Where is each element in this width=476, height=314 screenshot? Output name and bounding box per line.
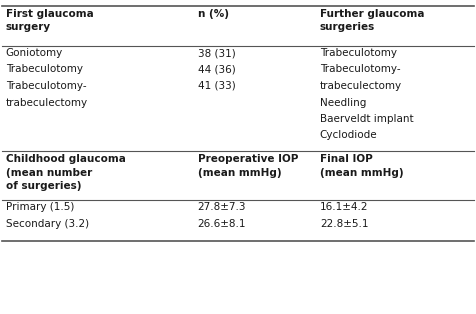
Text: Final IOP: Final IOP bbox=[320, 154, 373, 164]
Text: 41 (33): 41 (33) bbox=[198, 81, 235, 91]
Text: 26.6±8.1: 26.6±8.1 bbox=[198, 219, 246, 229]
Text: trabeculectomy: trabeculectomy bbox=[320, 81, 402, 91]
Text: Goniotomy: Goniotomy bbox=[6, 48, 63, 58]
Text: n (%): n (%) bbox=[198, 9, 228, 19]
Text: Preoperative IOP: Preoperative IOP bbox=[198, 154, 298, 164]
Text: Cyclodiode: Cyclodiode bbox=[320, 131, 377, 140]
Text: First glaucoma: First glaucoma bbox=[6, 9, 93, 19]
Text: 44 (36): 44 (36) bbox=[198, 64, 235, 74]
Text: Trabeculotomy: Trabeculotomy bbox=[320, 48, 397, 58]
Text: Baerveldt implant: Baerveldt implant bbox=[320, 114, 414, 124]
Text: surgeries: surgeries bbox=[320, 23, 375, 33]
Text: surgery: surgery bbox=[6, 23, 51, 33]
Text: Further glaucoma: Further glaucoma bbox=[320, 9, 425, 19]
Text: trabeculectomy: trabeculectomy bbox=[6, 98, 88, 107]
Text: Needling: Needling bbox=[320, 98, 366, 107]
Text: of surgeries): of surgeries) bbox=[6, 181, 81, 191]
Text: Trabeculotomy: Trabeculotomy bbox=[6, 64, 83, 74]
Text: (mean mmHg): (mean mmHg) bbox=[320, 167, 404, 177]
Text: 27.8±7.3: 27.8±7.3 bbox=[198, 203, 246, 213]
Text: Primary (1.5): Primary (1.5) bbox=[6, 203, 74, 213]
Text: Trabeculotomy-: Trabeculotomy- bbox=[6, 81, 86, 91]
Text: (mean number: (mean number bbox=[6, 167, 92, 177]
Text: Secondary (3.2): Secondary (3.2) bbox=[6, 219, 89, 229]
Text: 16.1±4.2: 16.1±4.2 bbox=[320, 203, 368, 213]
Text: Childhood glaucoma: Childhood glaucoma bbox=[6, 154, 126, 164]
Text: 38 (31): 38 (31) bbox=[198, 48, 235, 58]
Text: (mean mmHg): (mean mmHg) bbox=[198, 167, 281, 177]
Text: Trabeculotomy-: Trabeculotomy- bbox=[320, 64, 400, 74]
Text: 22.8±5.1: 22.8±5.1 bbox=[320, 219, 368, 229]
